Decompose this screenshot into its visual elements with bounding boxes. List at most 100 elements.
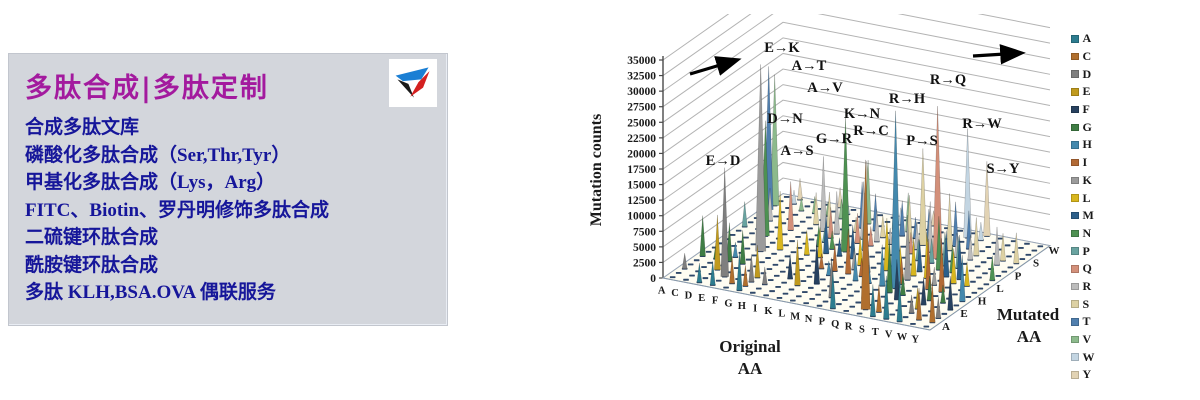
svg-text:27500: 27500 <box>627 102 656 114</box>
spike <box>854 213 861 244</box>
spike <box>926 275 933 301</box>
svg-text:S: S <box>859 324 865 335</box>
spike <box>931 266 938 286</box>
spike <box>794 239 801 286</box>
legend-swatch-icon <box>1071 35 1079 43</box>
legend-label: N <box>1082 225 1092 240</box>
spike <box>908 232 914 254</box>
svg-text:G: G <box>724 298 732 309</box>
legend-swatch-icon <box>1071 353 1079 361</box>
legend-label: H <box>1082 137 1092 152</box>
legend-item: S <box>1071 295 1095 313</box>
spike <box>900 273 906 296</box>
spike <box>964 261 970 287</box>
annotation-P-to-S: P→S <box>906 133 937 149</box>
spike <box>787 254 793 279</box>
spike <box>910 237 917 276</box>
svg-text:Mutated: Mutated <box>997 305 1060 324</box>
svg-text:Y: Y <box>912 335 920 346</box>
company-logo-icon <box>389 59 437 107</box>
spike <box>681 253 688 270</box>
legend-swatch-icon <box>1071 371 1079 379</box>
spike <box>823 213 830 254</box>
spike <box>876 284 882 313</box>
peak-annotations: E→K A→T A→V R→QR→H D→N K→NR→C R→W G→R P→S A→S E→D S… <box>706 40 1020 177</box>
spike <box>826 260 832 276</box>
annotation-E-to-K: E→K <box>764 40 800 56</box>
logo-triangle-icon <box>395 67 430 98</box>
legend-item: N <box>1071 225 1095 243</box>
legend-swatch-icon <box>1071 105 1079 114</box>
spike <box>916 287 922 321</box>
legend-item: V <box>1071 331 1095 349</box>
svg-text:A: A <box>658 285 666 296</box>
legend-swatch-icon <box>1071 52 1079 61</box>
spike <box>978 222 984 241</box>
svg-text:A: A <box>942 321 950 333</box>
svg-text:P: P <box>819 317 826 328</box>
legend-item: A <box>1071 30 1095 48</box>
spike <box>932 106 943 259</box>
spike <box>879 244 886 286</box>
legend-item: E <box>1071 83 1095 101</box>
spike <box>883 275 890 320</box>
x-axis-label: Original AA <box>719 337 781 378</box>
legend-item: Q <box>1071 260 1095 278</box>
svg-text:25000: 25000 <box>627 117 656 129</box>
svg-text:P: P <box>1015 270 1022 282</box>
svg-text:AA: AA <box>738 359 763 378</box>
spike <box>696 263 703 283</box>
spike <box>803 230 810 256</box>
legend-item: I <box>1071 154 1095 172</box>
annotation-K-to-N: K→N <box>844 106 881 122</box>
svg-text:W: W <box>1049 245 1060 257</box>
svg-text:L: L <box>996 283 1003 295</box>
service-item: 甲基化多肽合成（Lys，Arg） <box>25 172 276 193</box>
legend-item: F <box>1071 101 1095 119</box>
spike <box>938 238 945 293</box>
svg-text:E: E <box>698 293 705 304</box>
svg-text:2500: 2500 <box>633 257 656 269</box>
service-item: 酰胺键环肽合成 <box>25 254 159 276</box>
spike <box>831 243 838 272</box>
legend-label: P <box>1082 243 1090 258</box>
spike <box>829 270 836 309</box>
spike <box>950 248 957 284</box>
spike <box>755 64 767 252</box>
spike <box>714 214 721 270</box>
annotation-A-to-S: A→S <box>780 143 813 159</box>
legend-label: I <box>1082 155 1088 170</box>
spike <box>754 245 761 278</box>
svg-text:M: M <box>790 311 800 322</box>
legend-label: D <box>1082 66 1092 81</box>
svg-text:V: V <box>885 330 893 341</box>
spike <box>739 230 746 265</box>
spike <box>852 254 859 281</box>
service-item: 多肽 KLH,BSA.OVA 偶联服务 <box>25 282 276 303</box>
spike <box>908 294 915 314</box>
spike <box>993 226 1001 266</box>
spike <box>887 227 893 245</box>
spike <box>845 228 852 274</box>
svg-text:12500: 12500 <box>627 195 656 207</box>
spike <box>1013 232 1020 264</box>
annotation-R-to-W: R→W <box>962 116 1002 132</box>
svg-text:20000: 20000 <box>627 148 656 160</box>
spike <box>943 230 950 277</box>
legend-swatch-icon <box>1071 335 1079 344</box>
spike <box>873 209 880 242</box>
spike <box>935 216 943 271</box>
spike <box>748 254 755 283</box>
spike <box>818 253 825 269</box>
svg-text:H: H <box>738 301 746 312</box>
spike <box>983 161 991 237</box>
svg-text:32500: 32500 <box>627 71 656 83</box>
svg-text:10000: 10000 <box>627 211 656 223</box>
spike <box>813 239 820 284</box>
spike <box>770 74 780 206</box>
legend-item: C <box>1071 48 1095 66</box>
spike <box>732 242 739 258</box>
spike <box>840 117 851 252</box>
